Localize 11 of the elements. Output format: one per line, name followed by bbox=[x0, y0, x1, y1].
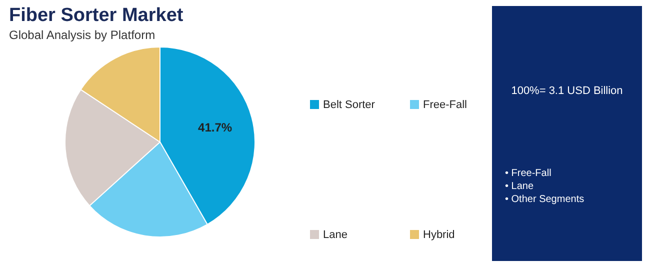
text: • Lane bbox=[505, 181, 534, 192]
legend-label: Belt Sorter bbox=[323, 99, 376, 111]
chart-subtitle: Global Analysis by Platform bbox=[9, 28, 156, 42]
legend-label: Free-Fall bbox=[423, 99, 468, 111]
legend-label: Hybrid bbox=[423, 229, 455, 241]
text: 100%= 3.1 USD Billion bbox=[511, 85, 623, 97]
chart-title: Fiber Sorter Market bbox=[9, 5, 184, 26]
text: • Free-Fall bbox=[505, 168, 552, 179]
data-label: 41.7% bbox=[198, 120, 232, 134]
legend-label: Lane bbox=[323, 229, 348, 241]
text: • Other Segments bbox=[505, 194, 584, 205]
